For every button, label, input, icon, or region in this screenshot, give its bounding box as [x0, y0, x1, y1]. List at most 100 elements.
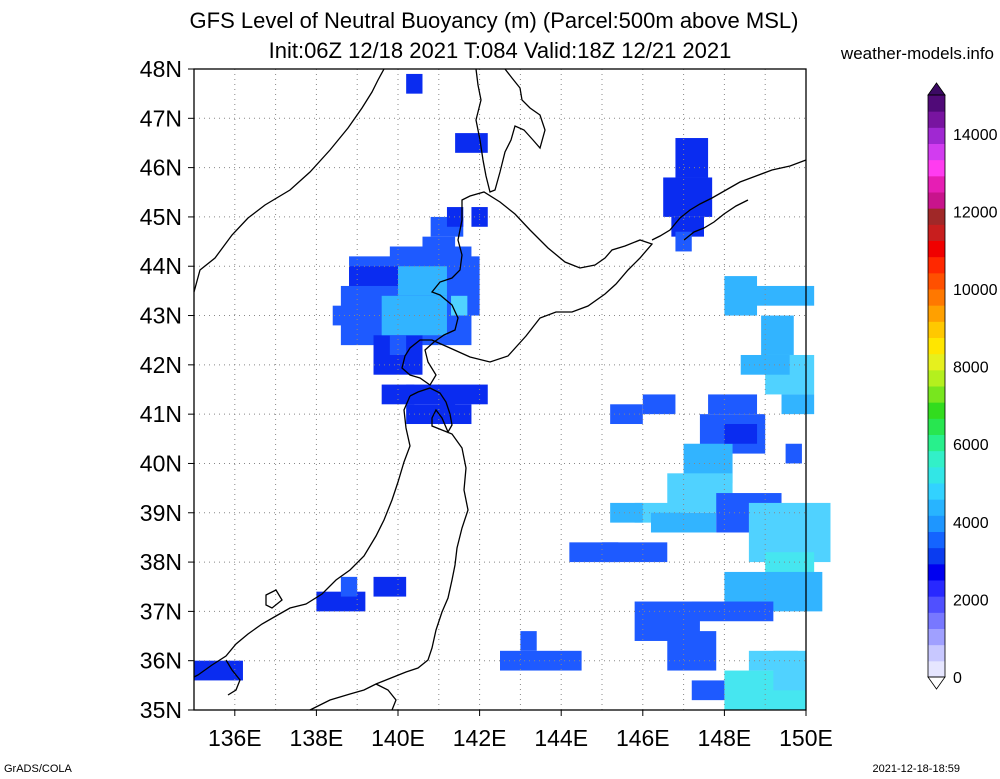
- colorbar: 0 2000 4000 6000 8000 10000 12000 14000: [927, 82, 998, 690]
- coastlines: [193, 68, 807, 711]
- colorbar-swatch: [928, 563, 945, 581]
- colorbar-swatch: [928, 402, 945, 419]
- lat-label: 43N: [140, 303, 182, 329]
- field-cell-sea-of-japan: [451, 295, 468, 316]
- colorbar-swatch: [928, 418, 945, 435]
- coast-boso: [375, 683, 397, 711]
- coast-sakhalin: [475, 68, 546, 193]
- buoyancy-field-layer: [194, 73, 831, 710]
- field-cell-pacific: [724, 424, 758, 444]
- field-cell-pacific: [500, 650, 582, 671]
- colorbar-tick-label: 2000: [953, 592, 989, 609]
- colorbar-swatch: [928, 612, 945, 629]
- coast-tohoku: [309, 387, 469, 711]
- colorbar-swatch: [928, 127, 945, 144]
- colorbar-swatch: [928, 547, 945, 565]
- lat-label: 36N: [140, 648, 182, 674]
- coast-russia: [193, 68, 385, 293]
- field-cell-sea-of-japan: [446, 207, 464, 227]
- colorbar-swatch: [928, 337, 945, 355]
- colorbar-swatch: [928, 369, 945, 387]
- lon-label: 138E: [290, 725, 344, 751]
- colorbar-swatch: [928, 499, 945, 516]
- colorbar-tick-label: 8000: [953, 360, 989, 377]
- site-label: weather-models.info: [840, 44, 994, 63]
- colorbar-swatch: [928, 143, 945, 161]
- lat-label: 46N: [140, 155, 182, 181]
- field-cell-sea-of-japan: [349, 266, 398, 286]
- colorbar-swatch: [928, 644, 945, 662]
- lat-label: 42N: [140, 352, 182, 378]
- lat-label: 35N: [140, 697, 182, 723]
- field-cell-pacific: [708, 394, 758, 415]
- colorbar-swatch: [928, 305, 945, 322]
- lat-label: 45N: [140, 204, 182, 230]
- coast-sado: [265, 589, 283, 609]
- colorbar-swatch: [928, 466, 945, 484]
- colorbar-swatch: [928, 450, 945, 468]
- field-cell-pacific: [667, 631, 717, 671]
- field-cell-kurils: [663, 177, 713, 217]
- field-cell-pacific: [781, 394, 815, 415]
- lat-label: 44N: [140, 253, 182, 279]
- colorbar-swatch: [928, 483, 945, 500]
- field-cell-pacific: [650, 512, 717, 533]
- colorbar-swatch: [928, 95, 945, 112]
- latitude-labels: 35N 36N 37N 38N 39N 40N 41N 42N 43N 44N 45N 46N 47N 4…: [140, 56, 194, 723]
- field-cell-pacific: [642, 394, 676, 415]
- lon-label: 148E: [698, 725, 752, 751]
- colorbar-swatch: [928, 628, 945, 646]
- field-cell-pacific: [569, 542, 619, 563]
- colorbar-swatch: [928, 289, 945, 306]
- coast-noto: [225, 659, 241, 696]
- lon-label: 150E: [779, 725, 833, 751]
- map-frame: [193, 68, 807, 711]
- colorbar-swatch: [928, 272, 945, 290]
- coast-kurils: [651, 159, 807, 241]
- colorbar-swatch: [928, 159, 945, 177]
- colorbar-swatch: [928, 580, 945, 597]
- colorbar-swatch: [928, 531, 945, 549]
- field-cell-pacific: [748, 285, 815, 306]
- colorbar-swatch: [928, 353, 945, 371]
- lat-label: 37N: [140, 598, 182, 624]
- field-cell-honshu: [373, 576, 407, 597]
- graticule-grid: [194, 69, 806, 710]
- colorbar-tick-label: 10000: [953, 282, 998, 299]
- lat-label: 47N: [140, 105, 182, 131]
- chart-title-line-2: Init:06Z 12/18 2021 T:084 Valid:18Z 12/2…: [268, 38, 732, 63]
- field-cell-pacific: [748, 650, 798, 671]
- colorbar-swatch: [928, 515, 945, 532]
- lat-label: 39N: [140, 500, 182, 526]
- lat-label: 41N: [140, 401, 182, 427]
- chart-title-line-1: GFS Level of Neutral Buoyancy (m) (Parce…: [189, 8, 799, 33]
- colorbar-swatch: [928, 596, 945, 613]
- colorbar-swatch: [928, 208, 945, 225]
- field-cell-west: [194, 660, 243, 681]
- colorbar-swatch: [928, 434, 945, 452]
- lat-label: 40N: [140, 450, 182, 476]
- field-cell-sea-of-japan: [389, 335, 407, 355]
- colorbar-bottom-arrow: [927, 676, 946, 690]
- footer-timestamp: 2021-12-18-18:59: [872, 763, 960, 775]
- colorbar-swatch: [928, 175, 945, 193]
- field-cell-pacific: [520, 631, 537, 651]
- field-cell-kurils: [675, 138, 709, 178]
- lat-label: 48N: [140, 56, 182, 82]
- colorbar-swatch: [928, 192, 945, 209]
- lon-label: 146E: [616, 725, 670, 751]
- colorbar-tick-label: 6000: [953, 437, 989, 454]
- field-cell-pacific: [610, 502, 643, 523]
- colorbar-swatch: [928, 224, 945, 241]
- lat-label: 38N: [140, 549, 182, 575]
- colorbar-swatch: [928, 386, 945, 403]
- field-cell-pacific: [761, 315, 794, 355]
- field-cell-north: [455, 133, 488, 153]
- lon-label: 136E: [208, 725, 262, 751]
- field-cell-pacific: [785, 443, 802, 464]
- field-cell-sea-of-japan: [422, 236, 456, 257]
- field-cell-pacific: [610, 404, 643, 425]
- colorbar-tick-label: 12000: [953, 204, 998, 221]
- field-cell-honshu: [316, 591, 366, 612]
